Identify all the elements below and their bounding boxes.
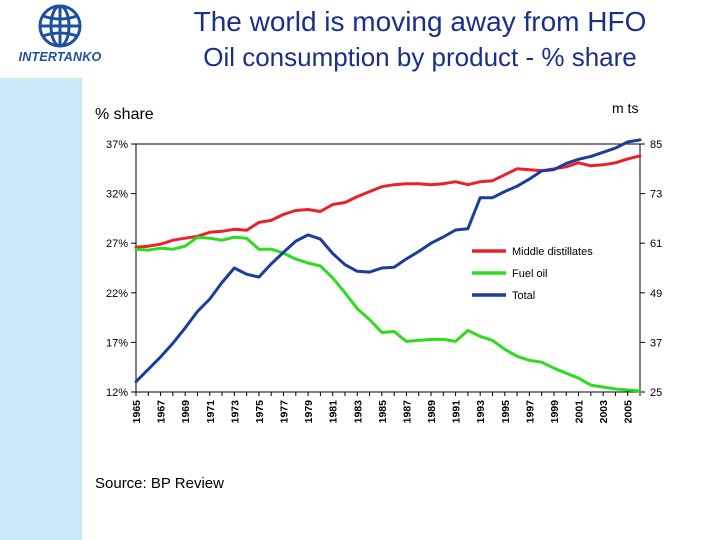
legend-label: Middle distillates: [512, 246, 593, 258]
oil-consumption-chart: 12% 17% 22% 27% 32% 37% 25 37 49 61 73 85 1965 1967 19…: [106, 138, 662, 424]
x-tick-label: 1969: [180, 400, 192, 424]
y-tick-label: 22%: [106, 288, 128, 300]
page-subtitle: Oil consumption by product - % share: [203, 42, 637, 72]
x-tick-label: 2001: [574, 400, 586, 424]
x-tick-label: 1985: [377, 400, 389, 424]
x-tick-label: 1993: [475, 400, 487, 424]
x-tick-label: 1983: [352, 400, 364, 424]
legend-label: Total: [512, 290, 535, 302]
x-tick-label: 1989: [426, 400, 438, 424]
y-tick-label: 27%: [106, 238, 128, 250]
x-tick-label: 1999: [549, 400, 561, 424]
intertanko-logo: INTERTANKO: [0, 0, 120, 78]
series-line-3: [134, 138, 642, 384]
x-tick-label: 1965: [131, 400, 143, 424]
y2-tick-label: 37: [650, 337, 662, 349]
y2-tick-label: 25: [650, 387, 662, 399]
header-band: [0, 0, 720, 78]
x-tick-label: 1977: [279, 400, 291, 424]
x-tick-label: 1971: [205, 400, 217, 424]
x-tick-label: 1987: [401, 400, 413, 424]
logo-text: INTERTANKO: [18, 50, 102, 64]
x-tick-label: 1997: [524, 400, 536, 424]
left-axis-label: % share: [95, 106, 154, 123]
y-tick-label: 17%: [106, 337, 128, 349]
series-line-2: [134, 235, 642, 393]
y2-tick-label: 85: [650, 139, 662, 151]
y2-tick-label: 61: [650, 238, 662, 250]
right-axis-label: m ts: [612, 100, 639, 116]
x-tick-label: 1979: [303, 400, 315, 424]
page-title: The world is moving away from HFO: [193, 6, 647, 37]
y-tick-label: 37%: [106, 139, 128, 151]
y2-tick-label: 49: [650, 288, 662, 300]
x-tick-label: 1967: [156, 400, 168, 424]
x-tick-label: 1995: [500, 400, 512, 424]
source-note: Source: BP Review: [95, 475, 224, 492]
x-tick-label: 2003: [598, 400, 610, 424]
x-tick-label: 1991: [451, 400, 463, 424]
x-tick-label: 2005: [623, 400, 635, 424]
x-tick-label: 1981: [328, 400, 340, 424]
y-tick-label: 32%: [106, 189, 128, 201]
legend-label: Fuel oil: [512, 268, 547, 280]
x-tick-label: 1975: [254, 400, 266, 424]
y-tick-label: 12%: [106, 387, 128, 399]
globe-icon: [38, 4, 82, 48]
x-tick-label: 1973: [229, 400, 241, 424]
y2-tick-label: 73: [650, 189, 662, 201]
